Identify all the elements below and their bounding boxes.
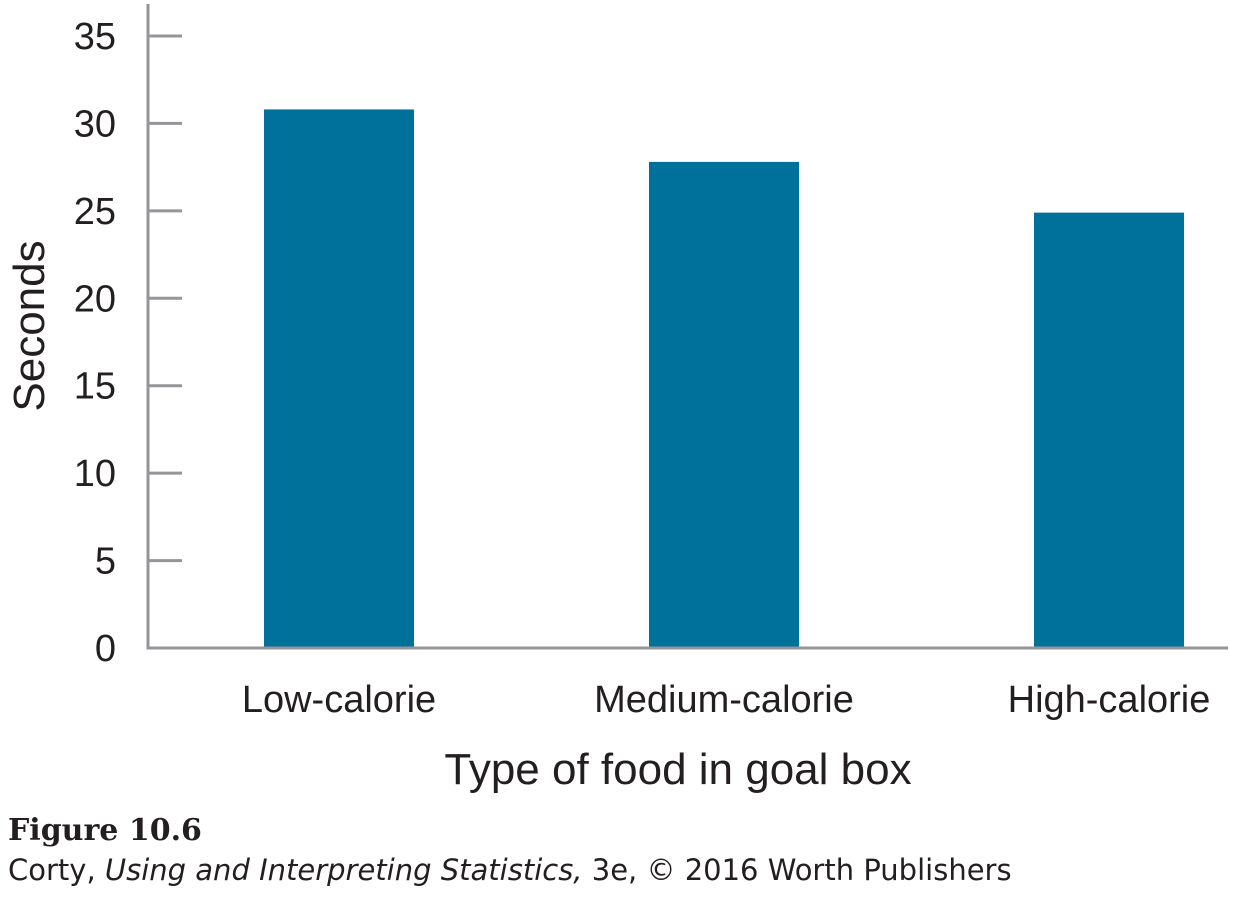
x-axis-title: Type of food in goal box [444,745,911,794]
credit-author: Corty, [8,853,96,887]
y-tick-label: 25 [74,191,116,233]
x-category-label: High-calorie [1008,679,1211,721]
y-tick-label: 10 [74,453,116,495]
y-axis-ticks: 0 5 10 15 20 25 30 35 [74,16,182,670]
figure-number: Figure 10.6 [8,813,202,848]
y-tick-label: 35 [74,16,116,58]
bar-chart: 0 5 10 15 20 25 30 35 Low-calorie Medium-calorie… [5,4,1228,794]
bar-medium-calorie [649,161,799,648]
y-tick-label: 0 [95,628,116,670]
x-axis-category-labels: Low-calorie Medium-calorie High-calorie [242,679,1211,721]
credit-book-title: Using and Interpreting Statistics, [104,853,583,887]
y-tick-label: 5 [95,541,116,583]
figure-credit: Corty, Using and Interpreting Statistics… [8,850,1238,890]
bar-high-calorie [1034,212,1184,648]
credit-publisher: 3e, © 2016 Worth Publishers [591,853,1012,887]
y-axis-title: Seconds [5,240,54,411]
x-category-label: Low-calorie [242,679,436,721]
x-category-label: Medium-calorie [594,679,854,721]
y-tick-label: 20 [74,278,116,320]
y-tick-label: 30 [74,103,116,145]
bars [264,109,1184,648]
bar-low-calorie [264,109,414,648]
figure-caption: Figure 10.6 Corty, Using and Interpretin… [8,812,1238,890]
y-tick-label: 15 [74,366,116,408]
